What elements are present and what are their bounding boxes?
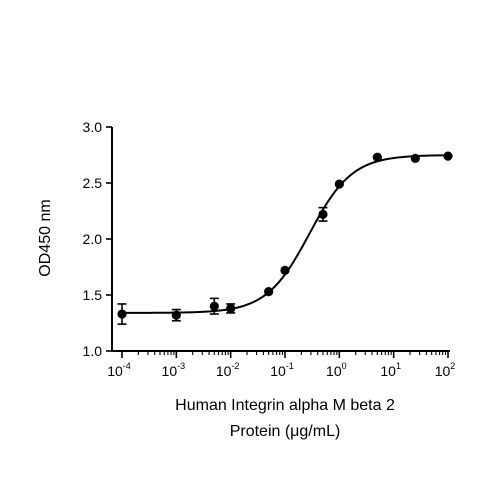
x-axis-title-line-2: Protein (μg/mL) bbox=[230, 423, 341, 440]
y-axis-title: OD450 nm bbox=[37, 199, 54, 276]
x-tick-label: 10-3 bbox=[162, 361, 186, 379]
x-tick-label: 10-4 bbox=[107, 361, 131, 379]
fit-curve bbox=[122, 154, 449, 314]
y-tick-label: 1.5 bbox=[83, 287, 103, 303]
x-tick-label: 101 bbox=[380, 361, 401, 379]
x-tick-label: 10-2 bbox=[216, 361, 240, 379]
data-point bbox=[443, 151, 453, 161]
data-point bbox=[264, 287, 274, 297]
data-point bbox=[410, 153, 420, 163]
data-point bbox=[334, 179, 344, 189]
data-point bbox=[117, 309, 127, 319]
y-tick-label: 1.0 bbox=[83, 343, 103, 359]
x-tick-label: 10-1 bbox=[270, 361, 294, 379]
x-axis-title-line-1: Human Integrin alpha M beta 2 bbox=[175, 397, 395, 414]
data-point bbox=[280, 265, 290, 275]
y-tick-label: 2.5 bbox=[83, 175, 103, 191]
data-points bbox=[117, 151, 453, 325]
axes bbox=[111, 127, 450, 352]
x-tick-label: 102 bbox=[435, 361, 456, 379]
y-tick-label: 2.0 bbox=[83, 231, 103, 247]
data-point bbox=[171, 310, 181, 320]
y-tick-label: 3.0 bbox=[83, 119, 103, 135]
data-point bbox=[318, 209, 328, 219]
fit-curve-layer bbox=[122, 154, 449, 314]
axis-titles: OD450 nm Human Integrin alpha M beta 2 P… bbox=[37, 199, 395, 440]
x-tick-label: 100 bbox=[326, 361, 347, 379]
data-point bbox=[372, 152, 382, 162]
axis-ticks: 1.0 1.5 2.0 2.5 3.0 10-4 10-3 10-2 10-1 100 101 102 bbox=[83, 119, 456, 379]
data-point bbox=[226, 303, 236, 314]
data-point bbox=[209, 301, 219, 311]
